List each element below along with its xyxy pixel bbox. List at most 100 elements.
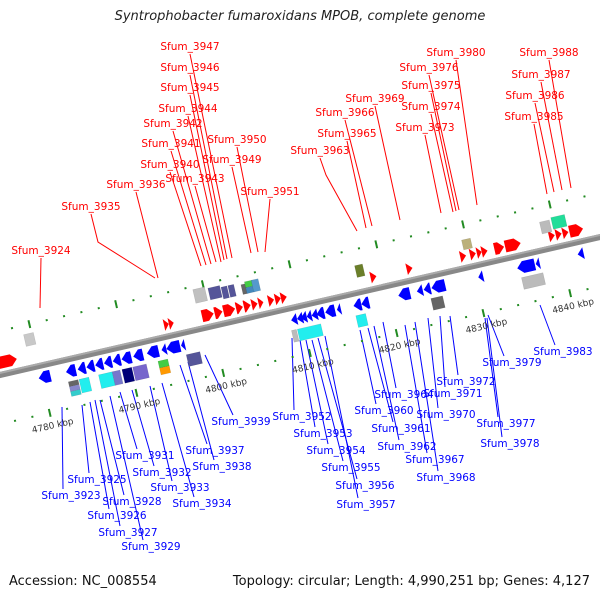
minor-tick (271, 267, 274, 270)
minor-tick (256, 363, 260, 367)
reverse-gene-arrow (306, 309, 313, 322)
forward-gene-arrow (480, 246, 488, 258)
reverse-gene-label: Sfum_3938 (192, 461, 251, 473)
forward-leader-line (430, 92, 457, 212)
reverse-gene-arrow (535, 257, 542, 270)
reverse-gene-label: Sfum_3957 (336, 499, 395, 511)
minor-tick (409, 235, 413, 238)
reverse-gene-arrow (431, 279, 447, 293)
minor-tick (291, 355, 294, 359)
forward-leader-line (135, 191, 159, 279)
accession-text: Accession: NC_008554 (9, 574, 157, 589)
protein-class-box (354, 263, 366, 278)
minor-tick (10, 326, 14, 330)
map-title: Syntrophobacter fumaroxidans MPOB, compl… (114, 9, 486, 24)
forward-leader-line (39, 257, 42, 309)
minor-tick (340, 251, 343, 254)
forward-leader-line (430, 113, 454, 213)
forward-gene-label: Sfum_3942 (143, 118, 202, 130)
reverse-gene-arrow (517, 258, 537, 273)
minor-tick (586, 287, 589, 291)
minor-tick (239, 367, 242, 371)
reverse-gene-arrow (38, 369, 52, 383)
minor-tick (583, 195, 586, 198)
reverse-gene-label: Sfum_3953 (293, 428, 352, 440)
forward-gene-arrow (167, 318, 174, 330)
minor-tick (166, 291, 170, 294)
reverse-gene-arrow (166, 340, 182, 354)
reverse-leader-line (414, 321, 439, 472)
reverse-gene-label: Sfum_3978 (480, 438, 539, 450)
forward-gene-label: Sfum_3951 (240, 186, 299, 198)
forward-gene-arrow (405, 263, 413, 276)
forward-gene-label: Sfum_3976 (399, 62, 459, 74)
major-tick (461, 220, 465, 229)
reverse-gene-arrow (423, 282, 432, 295)
minor-tick (444, 227, 447, 230)
forward-gene-arrow (162, 319, 169, 331)
reverse-gene-label: Sfum_3967 (405, 454, 464, 466)
reverse-gene-label: Sfum_3923 (41, 490, 100, 502)
reverse-gene-arrow (112, 353, 122, 366)
protein-class-box (132, 363, 150, 382)
protein-class-box (23, 332, 37, 347)
minor-tick (132, 298, 135, 302)
reverse-leader-line (299, 339, 316, 428)
reverse-leader-line (109, 395, 144, 541)
reverse-leader-line (487, 314, 505, 357)
forward-gene-label: Sfum_3963 (290, 145, 349, 157)
forward-gene-label: Sfum_3988 (519, 47, 578, 59)
minor-tick (464, 315, 468, 319)
genome-summary-text: Topology: circular; Length: 4,990,251 bp… (232, 574, 590, 589)
forward-gene-label: Sfum_3936 (106, 179, 166, 191)
forward-gene-arrow (458, 251, 467, 263)
reverse-gene-arrow (398, 287, 412, 301)
forward-gene-arrow (200, 309, 214, 323)
minor-tick (551, 295, 555, 299)
minor-tick (274, 359, 277, 363)
protein-class-box (207, 285, 223, 301)
forward-leader-line (533, 123, 548, 195)
forward-leader-line (319, 157, 358, 232)
reverse-leader-line (305, 339, 329, 445)
reverse-leader-line (427, 317, 439, 409)
forward-gene-arrow (242, 300, 251, 313)
forward-gene-label: Sfum_3965 (317, 128, 376, 140)
forward-gene-arrow (568, 224, 584, 238)
reverse-gene-arrow (95, 357, 105, 370)
forward-leader-line (424, 134, 442, 214)
forward-leader-line (189, 94, 225, 261)
minor-tick (149, 295, 152, 298)
forward-gene-label: Sfum_3924 (11, 245, 71, 257)
forward-gene-label: Sfum_3940 (140, 159, 199, 171)
protein-class-box (355, 313, 369, 328)
protein-class-box (250, 278, 261, 293)
minor-tick (305, 259, 309, 262)
reverse-gene-arrow (353, 298, 363, 311)
reverse-gene-arrow (478, 270, 485, 283)
reverse-gene-arrow (146, 344, 160, 359)
reverse-gene-label: Sfum_3979 (482, 357, 541, 369)
reverse-gene-label: Sfum_3977 (476, 418, 535, 430)
protein-class-box (121, 367, 136, 384)
protein-class-box (297, 323, 324, 342)
forward-gene-arrow (554, 229, 562, 241)
forward-gene-label: Sfum_3944 (158, 103, 218, 115)
reverse-gene-label: Sfum_3961 (371, 423, 430, 435)
minor-tick (62, 314, 66, 318)
reverse-leader-line (291, 337, 295, 411)
reverse-gene-arrow (361, 296, 371, 309)
reverse-gene-arrow (104, 355, 114, 368)
reverse-gene-label: Sfum_3925 (67, 474, 126, 486)
reverse-gene-arrow (181, 338, 187, 351)
forward-gene-label: Sfum_3969 (345, 93, 404, 105)
forward-gene-arrow (250, 298, 258, 311)
reverse-gene-arrow (300, 310, 309, 323)
reverse-gene-arrow (316, 306, 326, 320)
minor-tick (204, 375, 208, 379)
reverse-gene-label: Sfum_3929 (121, 541, 180, 553)
reverse-leader-line (187, 361, 215, 461)
minor-tick (100, 399, 103, 403)
forward-gene-arrow (468, 248, 476, 261)
forward-gene-arrow (266, 295, 275, 307)
